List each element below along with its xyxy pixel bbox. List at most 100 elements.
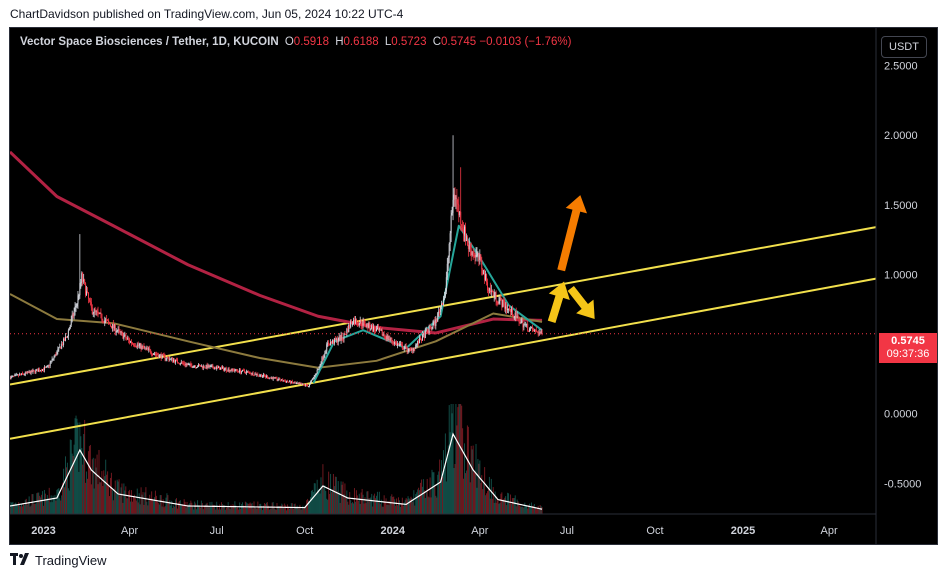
tradingview-footer[interactable]: TradingView xyxy=(10,553,107,568)
volume-bar xyxy=(398,500,400,514)
volume-bar xyxy=(268,509,270,514)
volume-bar xyxy=(486,491,488,514)
volume-bar xyxy=(388,505,390,514)
volume-bar xyxy=(63,468,65,514)
volume-bar xyxy=(476,487,478,514)
candle-body xyxy=(154,353,156,355)
close-label: C xyxy=(432,36,441,48)
volume-bar xyxy=(135,500,137,514)
volume-bar xyxy=(536,508,538,514)
candle-body xyxy=(208,365,210,368)
volume-bar xyxy=(509,503,511,514)
volume-bar xyxy=(187,506,189,514)
candle-body xyxy=(150,349,152,354)
candle-body xyxy=(275,377,277,379)
volume-bar xyxy=(220,509,222,514)
candle-body xyxy=(264,374,266,376)
candle-body xyxy=(385,336,387,339)
candle-body xyxy=(489,288,491,293)
volume-bar xyxy=(518,503,520,514)
volume-bar xyxy=(269,508,271,514)
candle-body xyxy=(397,343,399,346)
change-value: −0.0103 (−1.76%) xyxy=(479,36,572,48)
volume-bar xyxy=(229,509,231,514)
candle-body xyxy=(503,299,505,304)
volume-bar xyxy=(452,404,454,514)
candle-body xyxy=(73,311,75,317)
volume-bar xyxy=(132,496,134,514)
volume-bar xyxy=(414,505,416,514)
candle-body xyxy=(232,368,234,370)
volume-bar xyxy=(263,505,265,514)
chart-panel[interactable]: 2.50002.00001.50001.00000.50000.0000-0.5… xyxy=(9,27,938,545)
candle-body xyxy=(401,344,403,349)
volume-bar xyxy=(383,495,385,514)
candle-body xyxy=(483,270,485,275)
volume-bar xyxy=(486,493,488,514)
candle-body xyxy=(450,215,452,234)
volume-bar xyxy=(99,482,101,514)
volume-bar xyxy=(386,504,388,514)
volume-bar xyxy=(310,490,312,514)
candle-body xyxy=(264,375,266,377)
x-tick-label: Apr xyxy=(121,525,138,537)
price-chart[interactable]: 2.50002.00001.50001.00000.50000.0000-0.5… xyxy=(10,28,937,544)
candle-body xyxy=(424,331,426,338)
candle-body xyxy=(535,329,537,332)
candle-body xyxy=(538,332,540,335)
volume-bar xyxy=(76,418,78,514)
candle-body xyxy=(203,365,205,368)
candle-body xyxy=(199,365,201,367)
candle-body xyxy=(158,354,160,358)
candle-body xyxy=(319,364,321,367)
candle-body xyxy=(10,377,11,379)
volume-bar xyxy=(127,498,129,514)
candle-body xyxy=(518,316,520,323)
volume-bar xyxy=(276,503,278,514)
volume-bar xyxy=(82,464,84,514)
currency-button[interactable]: USDT xyxy=(881,36,927,58)
candle-body xyxy=(415,345,417,349)
candle-body xyxy=(236,369,238,371)
volume-bar xyxy=(411,498,413,514)
volume-bar xyxy=(290,503,292,514)
candles xyxy=(10,135,543,388)
candle-body xyxy=(46,366,48,368)
volume-bar xyxy=(207,506,209,514)
volume-bar xyxy=(359,503,361,514)
moving-averages xyxy=(10,150,543,384)
candle-body xyxy=(462,227,464,230)
candle-body xyxy=(461,224,463,228)
candle-body xyxy=(410,348,412,351)
candle-body xyxy=(318,366,320,370)
volume-bar xyxy=(56,489,58,514)
volume-bar xyxy=(114,480,116,514)
candle-body xyxy=(528,330,530,332)
volume-bar xyxy=(19,505,21,514)
candle-body xyxy=(67,330,69,337)
candle-body xyxy=(384,335,386,337)
candle-body xyxy=(301,383,303,385)
volume-bar xyxy=(399,506,401,514)
candle-body xyxy=(527,324,529,331)
candle-body xyxy=(306,384,308,386)
candle-body xyxy=(375,329,377,332)
y-tick-label: 0.0000 xyxy=(884,409,918,421)
candle-body xyxy=(58,347,60,350)
volume-bar xyxy=(260,503,262,514)
candle-body xyxy=(159,354,161,356)
candle-body xyxy=(342,338,344,340)
candle-body xyxy=(458,204,460,216)
candle-body xyxy=(356,323,358,325)
candle-body xyxy=(405,346,407,348)
candle-body xyxy=(477,253,479,255)
candle-body xyxy=(192,367,194,369)
candle-body xyxy=(375,329,377,332)
candle-body xyxy=(81,273,83,282)
volume-bar xyxy=(532,505,534,514)
candle-body xyxy=(160,354,162,359)
arrows xyxy=(547,195,595,324)
volume-bar xyxy=(181,504,183,514)
candle-body xyxy=(234,370,236,372)
candle-body xyxy=(331,340,333,343)
